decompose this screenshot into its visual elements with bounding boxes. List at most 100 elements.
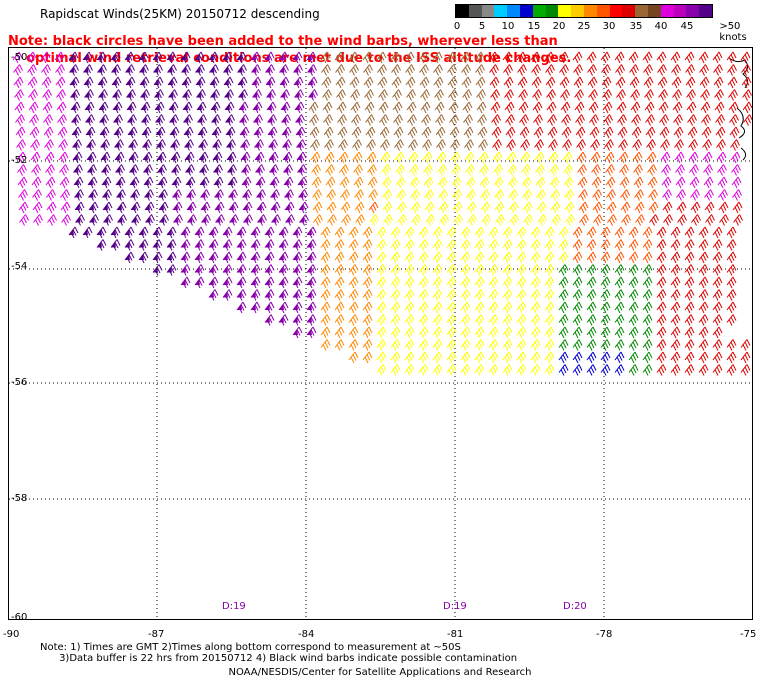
- wind-barb: [306, 51, 317, 64]
- wind-barb: [436, 139, 446, 151]
- wind-barb: [672, 89, 682, 101]
- wind-barb: [15, 114, 25, 126]
- wind-barb: [166, 251, 177, 264]
- ISS-altitude-note: Note: black circles have been added to t…: [8, 33, 571, 67]
- wind-barb: [423, 164, 433, 176]
- wind-barb: [396, 201, 407, 214]
- wind-barb: [270, 189, 280, 201]
- wind-barb: [166, 226, 177, 239]
- wind-barb: [236, 276, 247, 289]
- wind-barb: [334, 289, 345, 301]
- wind-barb: [404, 351, 415, 364]
- wind-barb: [742, 101, 753, 114]
- wind-barb: [352, 151, 363, 164]
- wind-barb: [600, 226, 611, 239]
- wind-barb: [642, 264, 653, 276]
- wind-barb: [614, 51, 625, 64]
- wind-barb: [714, 101, 725, 114]
- wind-barb: [292, 326, 303, 339]
- legend-swatch: [622, 5, 636, 17]
- wind-barb: [212, 139, 222, 151]
- wind-barb: [586, 264, 597, 276]
- wind-barb: [336, 101, 347, 114]
- wind-barb: [432, 51, 443, 64]
- wind-barb: [588, 89, 598, 101]
- wind-barb: [306, 326, 317, 339]
- wind-barb: [407, 114, 417, 126]
- wind-barb: [648, 201, 659, 214]
- wind-barb: [562, 139, 572, 151]
- wind-barb: [544, 301, 555, 314]
- wind-barb: [353, 176, 364, 189]
- wind-barb: [663, 214, 673, 226]
- wind-barb: [432, 276, 443, 289]
- wind-barb: [404, 251, 415, 264]
- wind-barb: [563, 164, 573, 176]
- wind-barb: [282, 139, 292, 151]
- wind-barb: [631, 114, 641, 126]
- wind-barb: [348, 351, 359, 364]
- wind-barb: [98, 89, 108, 101]
- wind-barb: [340, 201, 351, 214]
- wind-barb: [727, 64, 737, 76]
- wind-barb: [320, 301, 331, 314]
- wind-barb: [558, 264, 569, 276]
- wind-barb: [228, 201, 239, 214]
- wind-barb: [166, 51, 177, 64]
- legend-swatch: [699, 5, 712, 17]
- wind-barb: [644, 101, 655, 114]
- wind-barb: [42, 101, 53, 114]
- wind-barb: [390, 276, 401, 289]
- wind-barb: [631, 126, 642, 139]
- wind-barb: [686, 89, 696, 101]
- wind-barb: [530, 351, 541, 364]
- wind-barb: [605, 164, 615, 176]
- map-title: Rapidscat Winds(25KM) 20150712 descendin…: [40, 7, 320, 21]
- wind-barb: [418, 314, 429, 326]
- wind-barb: [293, 76, 304, 89]
- wind-barb: [222, 226, 233, 239]
- wind-barb: [237, 76, 248, 89]
- wind-barb: [675, 176, 686, 189]
- wind-barb: [170, 151, 181, 164]
- wind-barb: [223, 76, 234, 89]
- wind-barb: [126, 101, 137, 114]
- wind-barb: [726, 226, 737, 239]
- wind-barb: [659, 126, 670, 139]
- wind-barb: [506, 151, 517, 164]
- wind-barb: [410, 189, 420, 201]
- wind-barb: [338, 151, 349, 164]
- wind-barb: [656, 351, 667, 364]
- wind-barb: [420, 89, 430, 101]
- wind-barb: [704, 189, 714, 201]
- wind-barb: [670, 289, 681, 301]
- wind-barb: [476, 89, 486, 101]
- wind-barb: [130, 189, 140, 201]
- wind-barb: [367, 176, 378, 189]
- wind-barb: [493, 176, 504, 189]
- wind-barb: [241, 164, 251, 176]
- wind-barb: [691, 214, 701, 226]
- wind-barb: [478, 139, 488, 151]
- wind-barb: [96, 51, 107, 64]
- wind-barb: [199, 176, 210, 189]
- wind-barb: [614, 351, 625, 364]
- wind-barb: [509, 214, 519, 226]
- wind-barb: [466, 201, 477, 214]
- wind-barb: [60, 201, 71, 214]
- wind-barb: [560, 101, 571, 114]
- wind-barb: [44, 139, 54, 151]
- wind-barb: [432, 264, 443, 276]
- wind-barb: [390, 301, 401, 314]
- wind-barb: [600, 314, 611, 326]
- wind-barb: [519, 114, 529, 126]
- wind-barb: [463, 114, 473, 126]
- wind-barb: [533, 114, 543, 126]
- wind-barb: [628, 226, 639, 239]
- wind-barb: [547, 114, 557, 126]
- wind-barb: [629, 76, 640, 89]
- wind-barb: [446, 314, 457, 326]
- wind-barb: [199, 164, 209, 176]
- wind-barb: [228, 189, 238, 201]
- wind-barb: [502, 276, 513, 289]
